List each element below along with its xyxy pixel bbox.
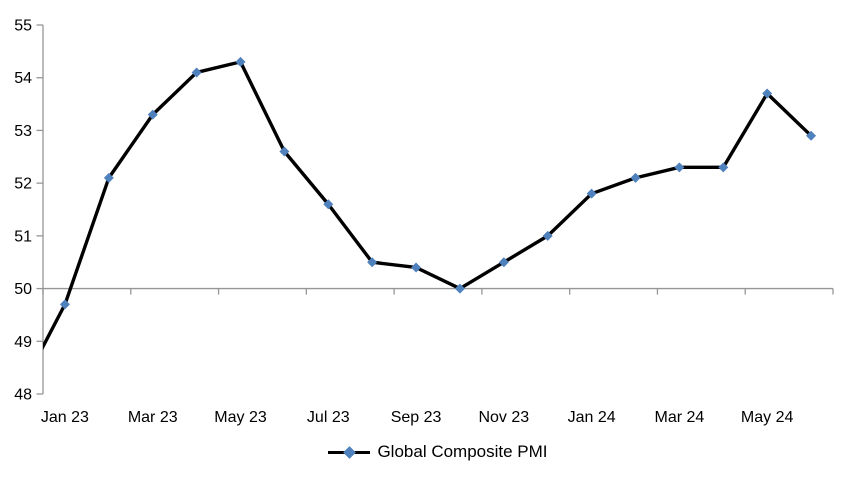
x-tick-label: May 23 <box>214 409 267 426</box>
legend-label: Global Composite PMI <box>377 442 548 461</box>
x-tick-label: Mar 24 <box>654 409 704 426</box>
legend-diamond-icon <box>343 445 356 459</box>
x-tick-label: Jan 24 <box>568 409 616 426</box>
y-tick-label: 48 <box>14 387 32 404</box>
x-tick-label: Sep 23 <box>391 409 442 426</box>
y-tick-label: 55 <box>14 18 32 35</box>
y-tick-label: 53 <box>14 123 32 140</box>
plot-area: 48 49 50 51 52 53 54 55 Jan 23 Mar 23 May 23 Jul 23… <box>14 18 834 426</box>
data-point-marker <box>454 283 465 294</box>
data-point-marker <box>147 109 158 120</box>
data-point-marker <box>103 172 114 183</box>
x-tick-label: Jan 23 <box>41 409 89 426</box>
data-point-marker <box>498 257 509 268</box>
x-tick-label: Nov 23 <box>478 409 529 426</box>
data-point-marker <box>542 230 553 241</box>
legend-line-marker <box>328 445 371 459</box>
data-point-marker <box>367 257 378 268</box>
x-tick-label: Jul 23 <box>307 409 350 426</box>
x-tick-label: May 24 <box>741 409 794 426</box>
data-point-marker <box>191 67 202 78</box>
data-point-marker <box>279 146 290 157</box>
data-point-marker <box>323 199 334 210</box>
data-point-marker <box>806 130 817 141</box>
y-tick-label: 50 <box>14 281 32 298</box>
data-point-marker <box>586 188 597 199</box>
data-point-marker <box>674 162 685 173</box>
y-tick-label: 49 <box>14 334 32 351</box>
x-tick-label: Mar 23 <box>128 409 178 426</box>
data-point-marker <box>235 56 246 67</box>
series-group <box>43 56 817 351</box>
data-point-marker <box>411 262 422 273</box>
pmi-line <box>43 60 813 351</box>
y-tick-label: 54 <box>14 70 32 87</box>
legend: Global Composite PMI <box>43 440 833 464</box>
data-point-marker <box>718 162 729 173</box>
y-tick-label: 51 <box>14 228 32 245</box>
data-point-marker <box>762 88 773 99</box>
data-point-marker <box>59 299 70 310</box>
data-point-marker <box>630 172 641 183</box>
y-tick-label: 52 <box>14 176 32 193</box>
